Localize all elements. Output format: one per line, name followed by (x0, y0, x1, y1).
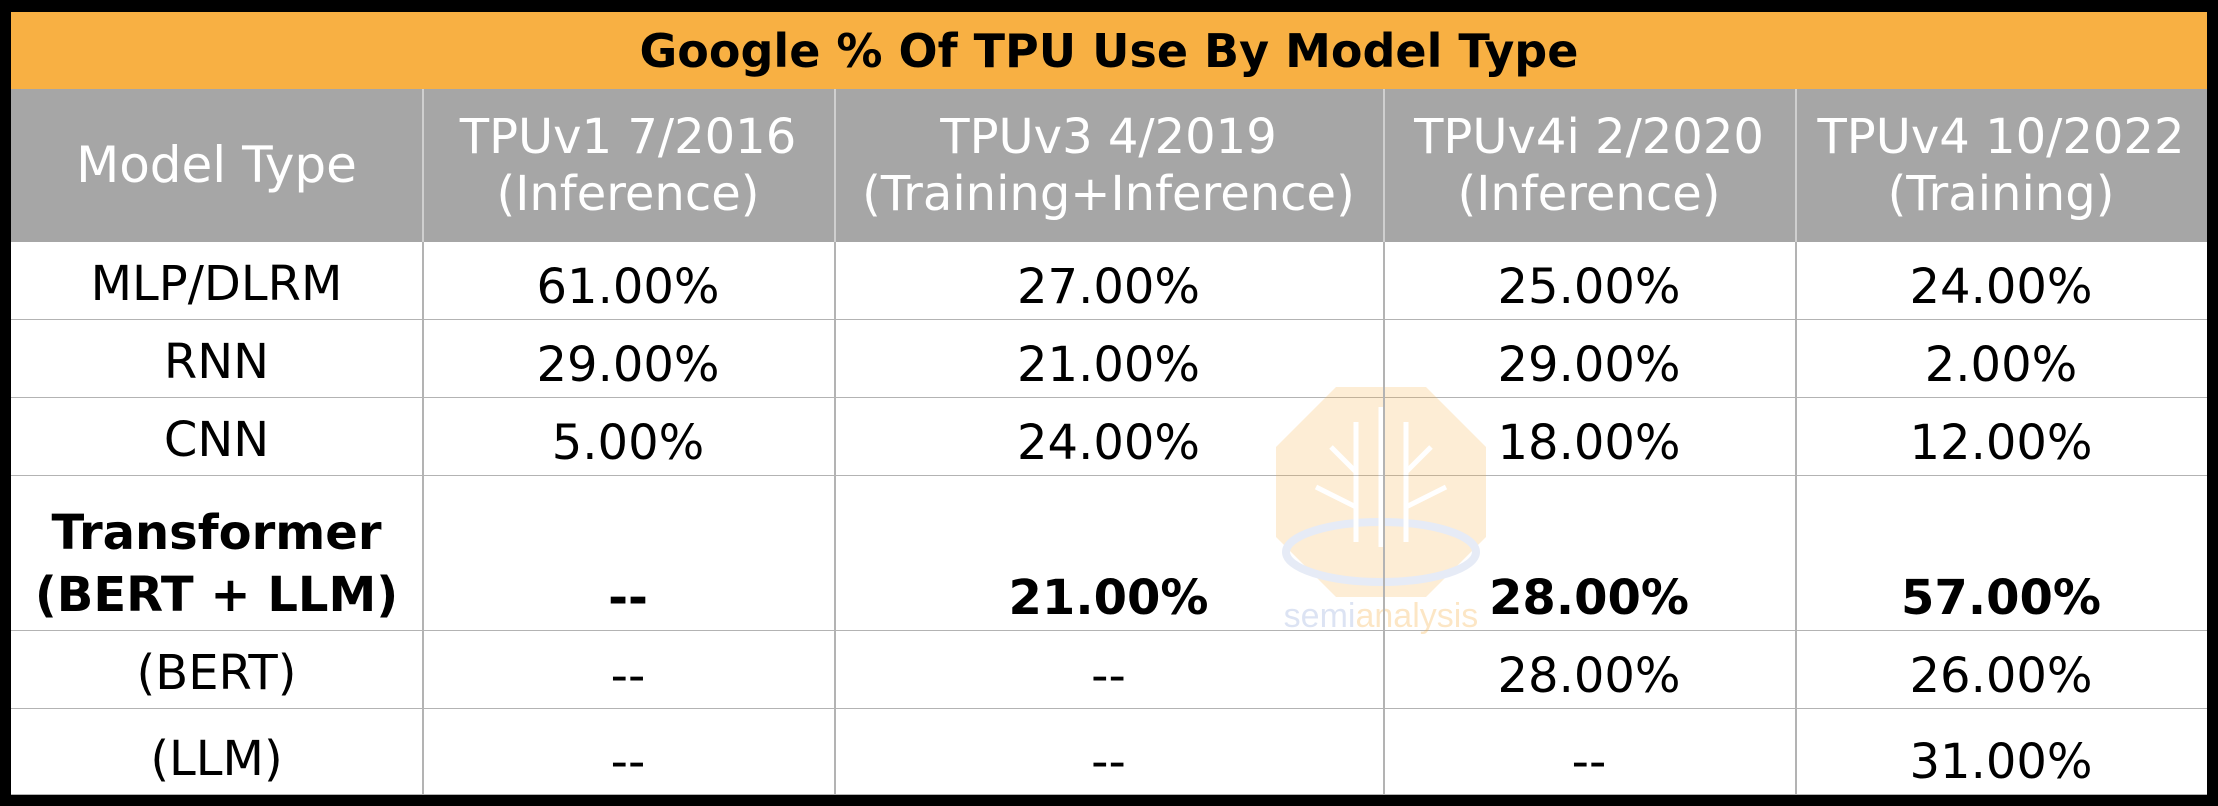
row-label-line: Transformer (51, 505, 382, 562)
column-divider (1795, 242, 1797, 794)
data-cell: -- (610, 648, 646, 704)
row-label-line: (BERT + LLM) (34, 566, 399, 623)
data-cell: -- (1091, 648, 1126, 704)
data-cell: -- (610, 734, 646, 790)
column-header-4-line2: (Training) (1887, 165, 2115, 222)
row-label: MLP/DLRM (11, 242, 422, 319)
data-cell: 28.00% (1489, 570, 1689, 626)
table-title: Google % Of TPU Use By Model Type (11, 12, 2207, 89)
data-cell: 28.00% (1497, 648, 1681, 704)
data-cell: 29.00% (536, 337, 720, 393)
column-header-3-line1: TPUv4i 2/2020 (1414, 108, 1764, 165)
header-column-divider (1795, 89, 1797, 242)
table-row: (LLM) -- -- -- 31.00% (11, 708, 2207, 795)
tpu-use-table: Google % Of TPU Use By Model Type Model … (11, 12, 2207, 795)
table-row: Transformer (BERT + LLM) -- 21.00% 28.00% 57.… (11, 475, 2207, 631)
table-row: (BERT) -- -- 28.00% 26.00% (11, 630, 2207, 709)
column-header-0-line1: Model Type (76, 136, 357, 194)
row-label: CNN (11, 397, 422, 475)
column-divider (834, 242, 836, 794)
header-column-divider (834, 89, 836, 242)
column-header-2-line2: (Training+Inference) (862, 165, 1355, 222)
column-header-1-line1: TPUv1 7/2016 (459, 108, 797, 165)
data-cell: 12.00% (1909, 415, 2093, 471)
data-cell: -- (1571, 734, 1607, 790)
row-label: Transformer (BERT + LLM) (11, 475, 422, 630)
column-header-4: TPUv4 10/2022 (Training) (1795, 89, 2207, 242)
data-cell: 21.00% (1016, 337, 1201, 393)
column-header-4-line1: TPUv4 10/2022 (1817, 108, 2185, 165)
header-column-divider (1383, 89, 1385, 242)
data-cell: 27.00% (1016, 259, 1201, 315)
column-divider (422, 242, 424, 794)
data-cell: -- (1091, 734, 1126, 790)
table-row: CNN 5.00% 24.00% 18.00% 12.00% (11, 397, 2207, 476)
row-label: (LLM) (11, 708, 422, 794)
header-column-divider (422, 89, 424, 242)
row-label-line: RNN (163, 333, 270, 390)
data-cell: -- (608, 570, 648, 626)
data-cell: 31.00% (1909, 734, 2093, 790)
row-label-line: MLP/DLRM (90, 255, 343, 312)
row-label-line: CNN (163, 411, 270, 468)
data-cell: 5.00% (551, 415, 705, 471)
data-cell: 25.00% (1497, 259, 1681, 315)
data-cell: 61.00% (536, 259, 720, 315)
column-header-1-line2: (Inference) (496, 165, 760, 222)
column-header-2: TPUv3 4/2019 (Training+Inference) (834, 89, 1383, 242)
row-label: (BERT) (11, 630, 422, 708)
table-row: RNN 29.00% 21.00% 29.00% 2.00% (11, 319, 2207, 398)
data-cell: 26.00% (1909, 648, 2093, 704)
row-label: RNN (11, 319, 422, 397)
row-label-line: (LLM) (150, 730, 283, 787)
data-cell: 24.00% (1016, 415, 1201, 471)
data-cell: 29.00% (1497, 337, 1681, 393)
data-cell: 18.00% (1497, 415, 1681, 471)
data-cell: 2.00% (1924, 337, 2078, 393)
row-label-line: (BERT) (136, 644, 297, 701)
data-cell: 57.00% (1901, 570, 2101, 626)
column-header-1: TPUv1 7/2016 (Inference) (422, 89, 834, 242)
column-header-0: Model Type (11, 89, 422, 242)
header-row: Model Type TPUv1 7/2016 (Inference) TPUv3 4… (11, 89, 2207, 242)
column-header-2-line1: TPUv3 4/2019 (940, 108, 1277, 165)
column-header-3: TPUv4i 2/2020 (Inference) (1383, 89, 1795, 242)
data-cell: 21.00% (1008, 570, 1209, 626)
column-divider (1383, 242, 1385, 794)
data-cell: 24.00% (1909, 259, 2093, 315)
column-header-3-line2: (Inference) (1457, 165, 1721, 222)
table-row: MLP/DLRM 61.00% 27.00% 25.00% 24.00% (11, 242, 2207, 320)
